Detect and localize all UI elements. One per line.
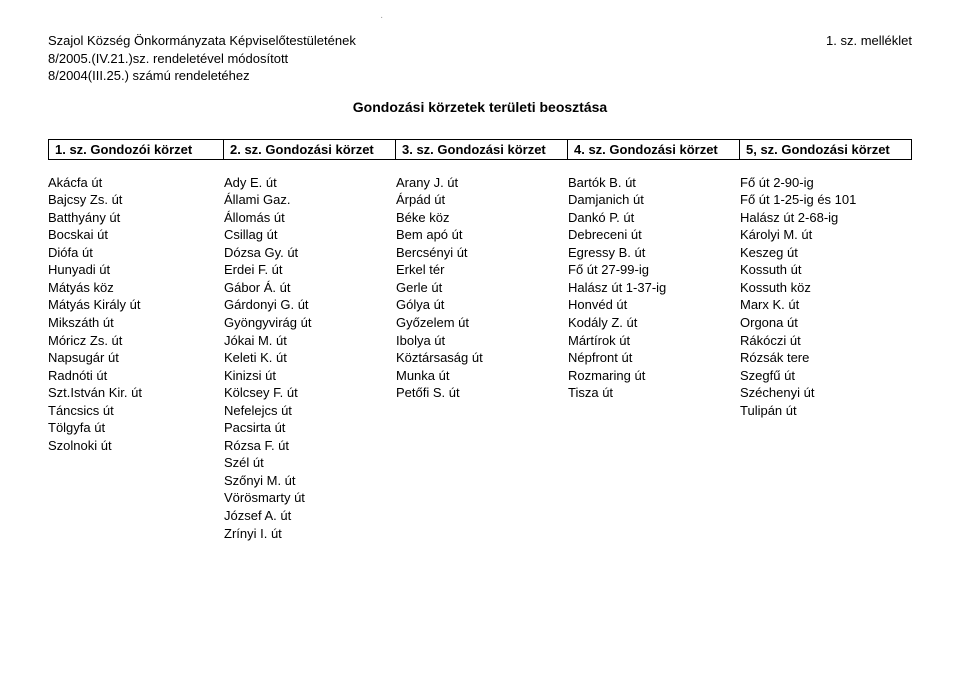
list-item: Damjanich út: [568, 191, 730, 209]
list-item: Petőfi S. út: [396, 384, 558, 402]
column-5: Fő út 2-90-ig Fő út 1-25-ig és 101 Halás…: [740, 174, 912, 542]
list-item: Béke köz: [396, 209, 558, 227]
list-item: Állami Gaz.: [224, 191, 386, 209]
document-header: Szajol Község Önkormányzata Képviselőtes…: [48, 32, 912, 85]
list-item: Halász út 1-37-ig: [568, 279, 730, 297]
list-item: Fő út 1-25-ig és 101: [740, 191, 902, 209]
list-item: Kodály Z. út: [568, 314, 730, 332]
list-item: Bartók B. út: [568, 174, 730, 192]
list-item: Mártírok út: [568, 332, 730, 350]
list-item: Rákóczi út: [740, 332, 902, 350]
zone-header-3: 3. sz. Gondozási körzet: [396, 139, 568, 160]
list-item: Arany J. út: [396, 174, 558, 192]
list-item: Diófa út: [48, 244, 214, 262]
list-item: Gárdonyi G. út: [224, 296, 386, 314]
header-line-1: Szajol Község Önkormányzata Képviselőtes…: [48, 32, 356, 50]
header-line-2: 8/2005.(IV.21.)sz. rendeletével módosíto…: [48, 50, 356, 68]
list-item: Tölgyfa út: [48, 419, 214, 437]
list-item: Mátyás Király út: [48, 296, 214, 314]
list-item: Marx K. út: [740, 296, 902, 314]
list-item: Egressy B. út: [568, 244, 730, 262]
list-item: Jókai M. út: [224, 332, 386, 350]
list-item: Fő út 27-99-ig: [568, 261, 730, 279]
list-item: Kölcsey F. út: [224, 384, 386, 402]
list-item: Szőnyi M. út: [224, 472, 386, 490]
list-item: Gerle út: [396, 279, 558, 297]
list-item: Debreceni út: [568, 226, 730, 244]
zone-header-5: 5, sz. Gondozási körzet: [740, 139, 912, 160]
zone-header-row: 1. sz. Gondozói körzet 2. sz. Gondozási …: [48, 139, 912, 160]
list-item: Állomás út: [224, 209, 386, 227]
list-item: Gyöngyvirág út: [224, 314, 386, 332]
list-item: Táncsics út: [48, 402, 214, 420]
list-item: Keleti K. út: [224, 349, 386, 367]
list-item: Zrínyi I. út: [224, 525, 386, 543]
list-item: Gólya út: [396, 296, 558, 314]
list-item: Népfront út: [568, 349, 730, 367]
list-item: Szél út: [224, 454, 386, 472]
list-item: Szegfű út: [740, 367, 902, 385]
zone-header-2: 2. sz. Gondozási körzet: [224, 139, 396, 160]
list-item: Erdei F. út: [224, 261, 386, 279]
list-item: Rozmaring út: [568, 367, 730, 385]
list-item: Dankó P. út: [568, 209, 730, 227]
list-item: Szolnoki út: [48, 437, 214, 455]
columns-container: Akácfa út Bajcsy Zs. út Batthyány út Boc…: [48, 174, 912, 542]
column-4: Bartók B. út Damjanich út Dankó P. út De…: [568, 174, 740, 542]
list-item: Ibolya út: [396, 332, 558, 350]
list-item: Köztársaság út: [396, 349, 558, 367]
list-item: Károlyi M. út: [740, 226, 902, 244]
list-item: Bem apó út: [396, 226, 558, 244]
list-item: Tisza út: [568, 384, 730, 402]
list-item: Széchenyi út: [740, 384, 902, 402]
header-left-block: Szajol Község Önkormányzata Képviselőtes…: [48, 32, 356, 85]
list-item: Akácfa út: [48, 174, 214, 192]
list-item: Kinizsi út: [224, 367, 386, 385]
list-item: Fő út 2-90-ig: [740, 174, 902, 192]
column-1: Akácfa út Bajcsy Zs. út Batthyány út Boc…: [48, 174, 224, 542]
column-2: Ady E. út Állami Gaz. Állomás út Csillag…: [224, 174, 396, 542]
header-attachment: 1. sz. melléklet: [826, 32, 912, 85]
list-item: Honvéd út: [568, 296, 730, 314]
list-item: Nefelejcs út: [224, 402, 386, 420]
list-item: Ady E. út: [224, 174, 386, 192]
list-item: Orgona út: [740, 314, 902, 332]
list-item: Szt.István Kir. út: [48, 384, 214, 402]
list-item: Bocskai út: [48, 226, 214, 244]
page-mark: ·: [380, 12, 383, 23]
column-3: Arany J. út Árpád út Béke köz Bem apó út…: [396, 174, 568, 542]
list-item: József A. út: [224, 507, 386, 525]
zone-header-4: 4. sz. Gondozási körzet: [568, 139, 740, 160]
list-item: Kossuth köz: [740, 279, 902, 297]
list-item: Csillag út: [224, 226, 386, 244]
document-title: Gondozási körzetek területi beosztása: [48, 99, 912, 115]
header-line-3: 8/2004(III.25.) számú rendeletéhez: [48, 67, 356, 85]
list-item: Batthyány út: [48, 209, 214, 227]
list-item: Bercsényi út: [396, 244, 558, 262]
list-item: Mátyás köz: [48, 279, 214, 297]
list-item: Tulipán út: [740, 402, 902, 420]
list-item: Hunyadi út: [48, 261, 214, 279]
list-item: Mikszáth út: [48, 314, 214, 332]
list-item: Keszeg út: [740, 244, 902, 262]
list-item: Halász út 2-68-ig: [740, 209, 902, 227]
list-item: Munka út: [396, 367, 558, 385]
list-item: Dózsa Gy. út: [224, 244, 386, 262]
list-item: Napsugár út: [48, 349, 214, 367]
list-item: Győzelem út: [396, 314, 558, 332]
list-item: Bajcsy Zs. út: [48, 191, 214, 209]
document-page: · Szajol Község Önkormányzata Képviselőt…: [0, 0, 960, 691]
list-item: Radnóti út: [48, 367, 214, 385]
list-item: Rózsák tere: [740, 349, 902, 367]
list-item: Pacsirta út: [224, 419, 386, 437]
zone-header-1: 1. sz. Gondozói körzet: [48, 139, 224, 160]
list-item: Vörösmarty út: [224, 489, 386, 507]
list-item: Rózsa F. út: [224, 437, 386, 455]
list-item: Árpád út: [396, 191, 558, 209]
list-item: Kossuth út: [740, 261, 902, 279]
list-item: Gábor Á. út: [224, 279, 386, 297]
list-item: Móricz Zs. út: [48, 332, 214, 350]
list-item: Erkel tér: [396, 261, 558, 279]
